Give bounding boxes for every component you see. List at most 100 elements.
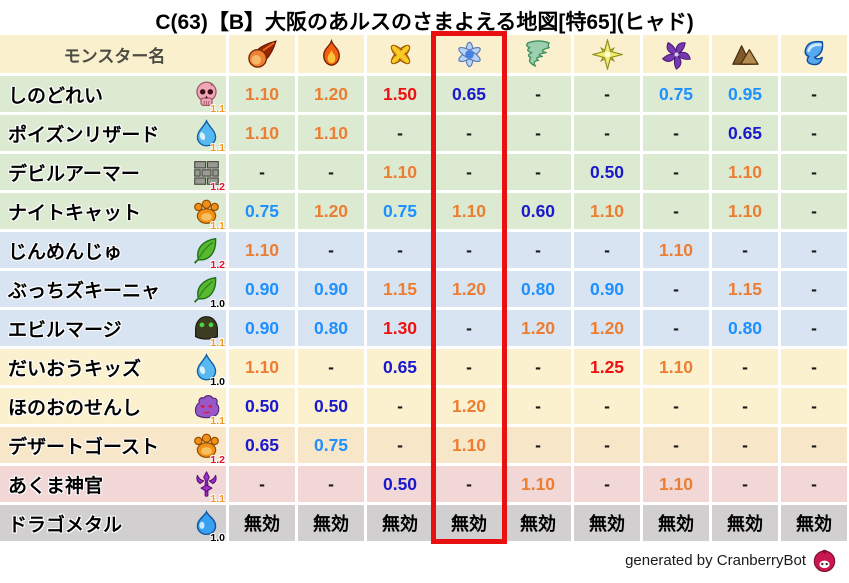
value-cell: 0.80: [505, 271, 571, 307]
value-cell: 1.10: [712, 154, 778, 190]
value-cell: 0.50: [298, 388, 364, 424]
monster-name: だいおうキッズ: [8, 358, 142, 380]
footer: generated by CranberryBot: [625, 548, 837, 573]
skull-icon: 1.1: [192, 80, 225, 115]
value-cell: -: [298, 349, 364, 385]
monster-name: デビルアーマー: [8, 163, 140, 185]
monster-name-cell: ポイズンリザード 1.1: [0, 115, 226, 154]
monster-name: ポイズンリザード: [8, 124, 160, 146]
value-cell: 0.80: [298, 310, 364, 346]
cranberrybot-icon: [812, 548, 837, 573]
brick-icon: 1.2: [192, 158, 225, 193]
value-cell: 1.10: [712, 193, 778, 229]
value-cell: 1.10: [229, 76, 295, 112]
value-cell: -: [781, 76, 847, 112]
value-cell: -: [781, 349, 847, 385]
monster-name-cell: しのどれい 1.1: [0, 76, 226, 115]
value-cell: -: [574, 427, 640, 463]
footer-credit-text: generated by CranberryBot: [625, 552, 806, 569]
monster-name-cell: あくま神官 1.1: [0, 466, 226, 505]
monster-name-cell: デビルアーマー 1.2: [0, 154, 226, 193]
value-cell: -: [781, 427, 847, 463]
value-cell: -: [574, 388, 640, 424]
monster-name: ほのおのせんし: [8, 397, 142, 419]
hood-icon: 1.1: [192, 314, 225, 349]
value-cell: 0.75: [229, 193, 295, 229]
value-cell: -: [367, 115, 433, 151]
leaf-icon: 1.0: [192, 275, 225, 310]
value-cell: -: [229, 154, 295, 190]
value-cell: 1.15: [712, 271, 778, 307]
value-cell: -: [574, 76, 640, 112]
monster-multiplier: 1.1: [210, 219, 225, 232]
value-cell: -: [781, 271, 847, 307]
earth-icon: [730, 39, 761, 70]
value-cell: 1.10: [643, 349, 709, 385]
value-cell: -: [643, 154, 709, 190]
value-cell: -: [574, 232, 640, 268]
column-header-wave: [781, 35, 847, 73]
flame-icon: [316, 39, 347, 70]
value-cell: -: [643, 271, 709, 307]
monster-name-cell: ほのおのせんし 1.1: [0, 388, 226, 427]
ice-icon: [454, 39, 485, 70]
value-cell: 1.10: [229, 349, 295, 385]
column-header-light: [574, 35, 640, 73]
value-cell: -: [574, 115, 640, 151]
value-cell: -: [229, 466, 295, 502]
value-cell: 1.10: [643, 232, 709, 268]
monster-multiplier: 1.1: [210, 414, 225, 427]
value-cell: 1.20: [505, 310, 571, 346]
value-cell: -: [436, 115, 502, 151]
monster-name-cell: デザートゴースト 1.2: [0, 427, 226, 466]
value-cell: -: [436, 232, 502, 268]
wind-icon: [523, 39, 554, 70]
value-cell: 0.75: [643, 76, 709, 112]
monster-name-cell: だいおうキッズ 1.0: [0, 349, 226, 388]
monster-multiplier: 1.0: [210, 375, 225, 388]
value-cell: -: [643, 388, 709, 424]
fireball-icon: [247, 39, 278, 70]
value-cell: -: [712, 349, 778, 385]
value-cell: 1.10: [298, 115, 364, 151]
monster-multiplier: 1.1: [210, 336, 225, 349]
value-cell: -: [781, 115, 847, 151]
value-cell: 1.10: [436, 193, 502, 229]
value-cell: -: [298, 466, 364, 502]
value-cell: 0.65: [436, 76, 502, 112]
value-cell: -: [505, 154, 571, 190]
value-cell: 無効: [781, 505, 847, 541]
value-cell: -: [781, 466, 847, 502]
paw-icon: 1.1: [192, 197, 225, 232]
value-cell: -: [643, 427, 709, 463]
value-cell: -: [781, 310, 847, 346]
value-cell: 1.10: [367, 154, 433, 190]
monster-name-cell: ぶっちズキーニャ 1.0: [0, 271, 226, 310]
value-cell: -: [781, 154, 847, 190]
value-cell: -: [712, 427, 778, 463]
value-cell: -: [712, 232, 778, 268]
value-cell: 1.10: [505, 466, 571, 502]
value-cell: -: [505, 388, 571, 424]
value-cell: 0.75: [367, 193, 433, 229]
value-cell: 0.50: [229, 388, 295, 424]
column-header-wind: [505, 35, 571, 73]
value-cell: 0.50: [574, 154, 640, 190]
monster-multiplier: 1.0: [210, 297, 225, 310]
value-cell: 0.80: [712, 310, 778, 346]
value-cell: 1.30: [367, 310, 433, 346]
dark-icon: [661, 39, 692, 70]
value-cell: -: [505, 427, 571, 463]
value-cell: -: [436, 154, 502, 190]
leaf-icon: 1.2: [192, 236, 225, 271]
resistance-table: モンスター名 しのどれい 1.1 1.10 1.20 1.50 0.65- -0.75 0.95…: [0, 35, 847, 544]
monster-name-cell: エビルマージ 1.1: [0, 310, 226, 349]
value-cell: 無効: [298, 505, 364, 541]
value-cell: -: [505, 115, 571, 151]
column-header-dark: [643, 35, 709, 73]
value-cell: -: [781, 388, 847, 424]
value-cell: -: [781, 193, 847, 229]
monster-name-cell: ナイトキャット 1.1: [0, 193, 226, 232]
value-cell: 0.90: [229, 310, 295, 346]
value-cell: 1.20: [574, 310, 640, 346]
